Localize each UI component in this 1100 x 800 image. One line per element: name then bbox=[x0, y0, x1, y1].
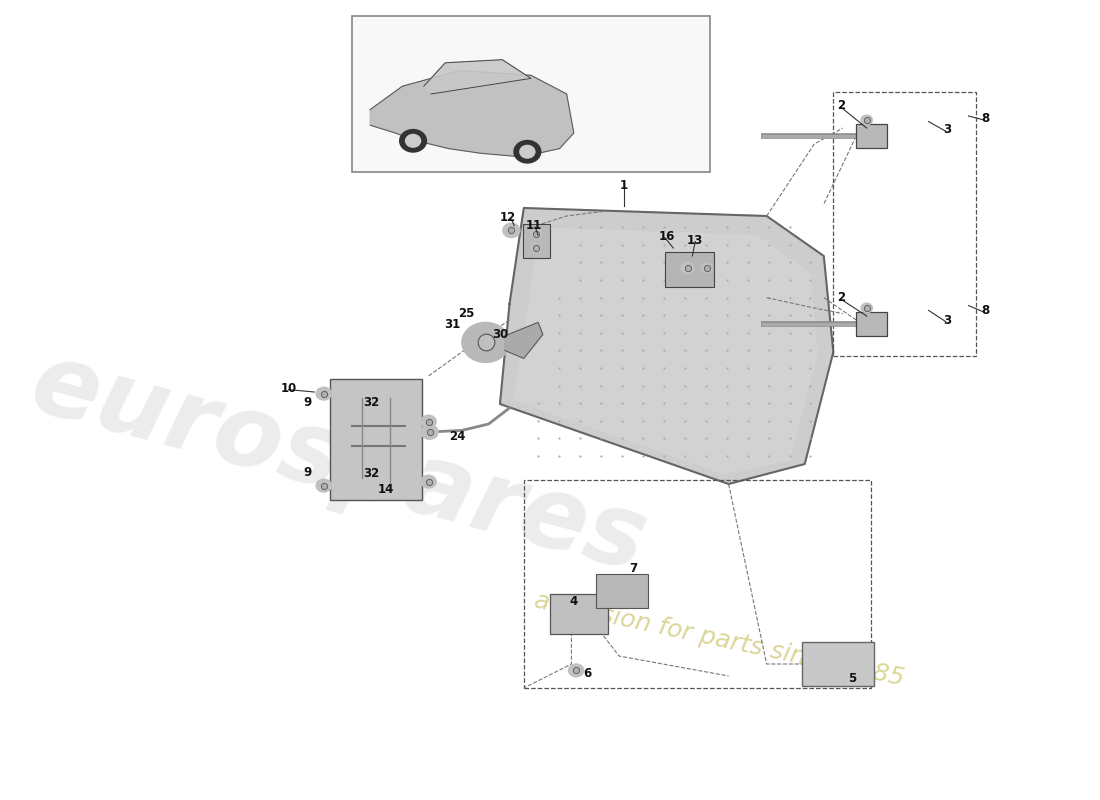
Text: 30: 30 bbox=[492, 328, 508, 341]
Circle shape bbox=[462, 322, 509, 362]
Circle shape bbox=[406, 134, 420, 147]
FancyBboxPatch shape bbox=[596, 574, 648, 608]
Text: 32: 32 bbox=[363, 467, 379, 480]
FancyBboxPatch shape bbox=[330, 379, 422, 500]
Text: 1: 1 bbox=[619, 179, 628, 192]
Text: 9: 9 bbox=[304, 396, 311, 409]
Text: 32: 32 bbox=[363, 396, 379, 409]
Circle shape bbox=[514, 141, 541, 163]
Text: 4: 4 bbox=[569, 595, 578, 608]
Bar bbox=[352, 16, 710, 172]
Circle shape bbox=[316, 479, 331, 492]
Text: 31: 31 bbox=[444, 318, 461, 330]
Circle shape bbox=[399, 130, 427, 152]
Polygon shape bbox=[505, 322, 542, 358]
Bar bbox=[834, 92, 976, 356]
Circle shape bbox=[503, 223, 520, 238]
Circle shape bbox=[530, 229, 542, 238]
Text: 9: 9 bbox=[304, 466, 311, 478]
Circle shape bbox=[861, 115, 872, 125]
Circle shape bbox=[421, 425, 438, 439]
FancyBboxPatch shape bbox=[664, 252, 714, 287]
Text: 12: 12 bbox=[499, 211, 516, 224]
Circle shape bbox=[520, 146, 535, 158]
Circle shape bbox=[701, 263, 713, 273]
Circle shape bbox=[316, 387, 331, 400]
Text: 8: 8 bbox=[981, 112, 990, 125]
Text: 24: 24 bbox=[449, 430, 465, 442]
Text: 5: 5 bbox=[848, 672, 857, 685]
Text: 13: 13 bbox=[688, 234, 703, 246]
FancyBboxPatch shape bbox=[522, 224, 550, 258]
Bar bbox=[856, 124, 887, 148]
Circle shape bbox=[421, 415, 437, 428]
Text: 8: 8 bbox=[981, 304, 990, 317]
Bar bbox=[856, 312, 887, 336]
Polygon shape bbox=[515, 228, 817, 474]
Text: eurospares: eurospares bbox=[20, 335, 657, 593]
Text: 11: 11 bbox=[525, 219, 541, 232]
Text: 3: 3 bbox=[944, 314, 952, 326]
Text: a passion for parts since 1985: a passion for parts since 1985 bbox=[531, 589, 906, 691]
FancyBboxPatch shape bbox=[802, 642, 874, 686]
Circle shape bbox=[569, 664, 584, 677]
Text: 7: 7 bbox=[629, 562, 637, 574]
Polygon shape bbox=[500, 208, 834, 484]
Circle shape bbox=[681, 262, 694, 274]
Text: 6: 6 bbox=[583, 667, 592, 680]
Text: 25: 25 bbox=[459, 307, 475, 320]
Text: 2: 2 bbox=[837, 291, 845, 304]
Polygon shape bbox=[371, 70, 574, 157]
Text: 3: 3 bbox=[944, 123, 952, 136]
Bar bbox=[524, 480, 871, 688]
Polygon shape bbox=[424, 60, 531, 94]
Text: 10: 10 bbox=[280, 382, 297, 394]
Text: 2: 2 bbox=[837, 99, 845, 112]
Circle shape bbox=[861, 303, 872, 313]
Text: 16: 16 bbox=[659, 230, 674, 242]
FancyBboxPatch shape bbox=[550, 594, 607, 634]
Circle shape bbox=[421, 475, 437, 488]
Text: 14: 14 bbox=[377, 483, 394, 496]
Circle shape bbox=[531, 244, 541, 252]
